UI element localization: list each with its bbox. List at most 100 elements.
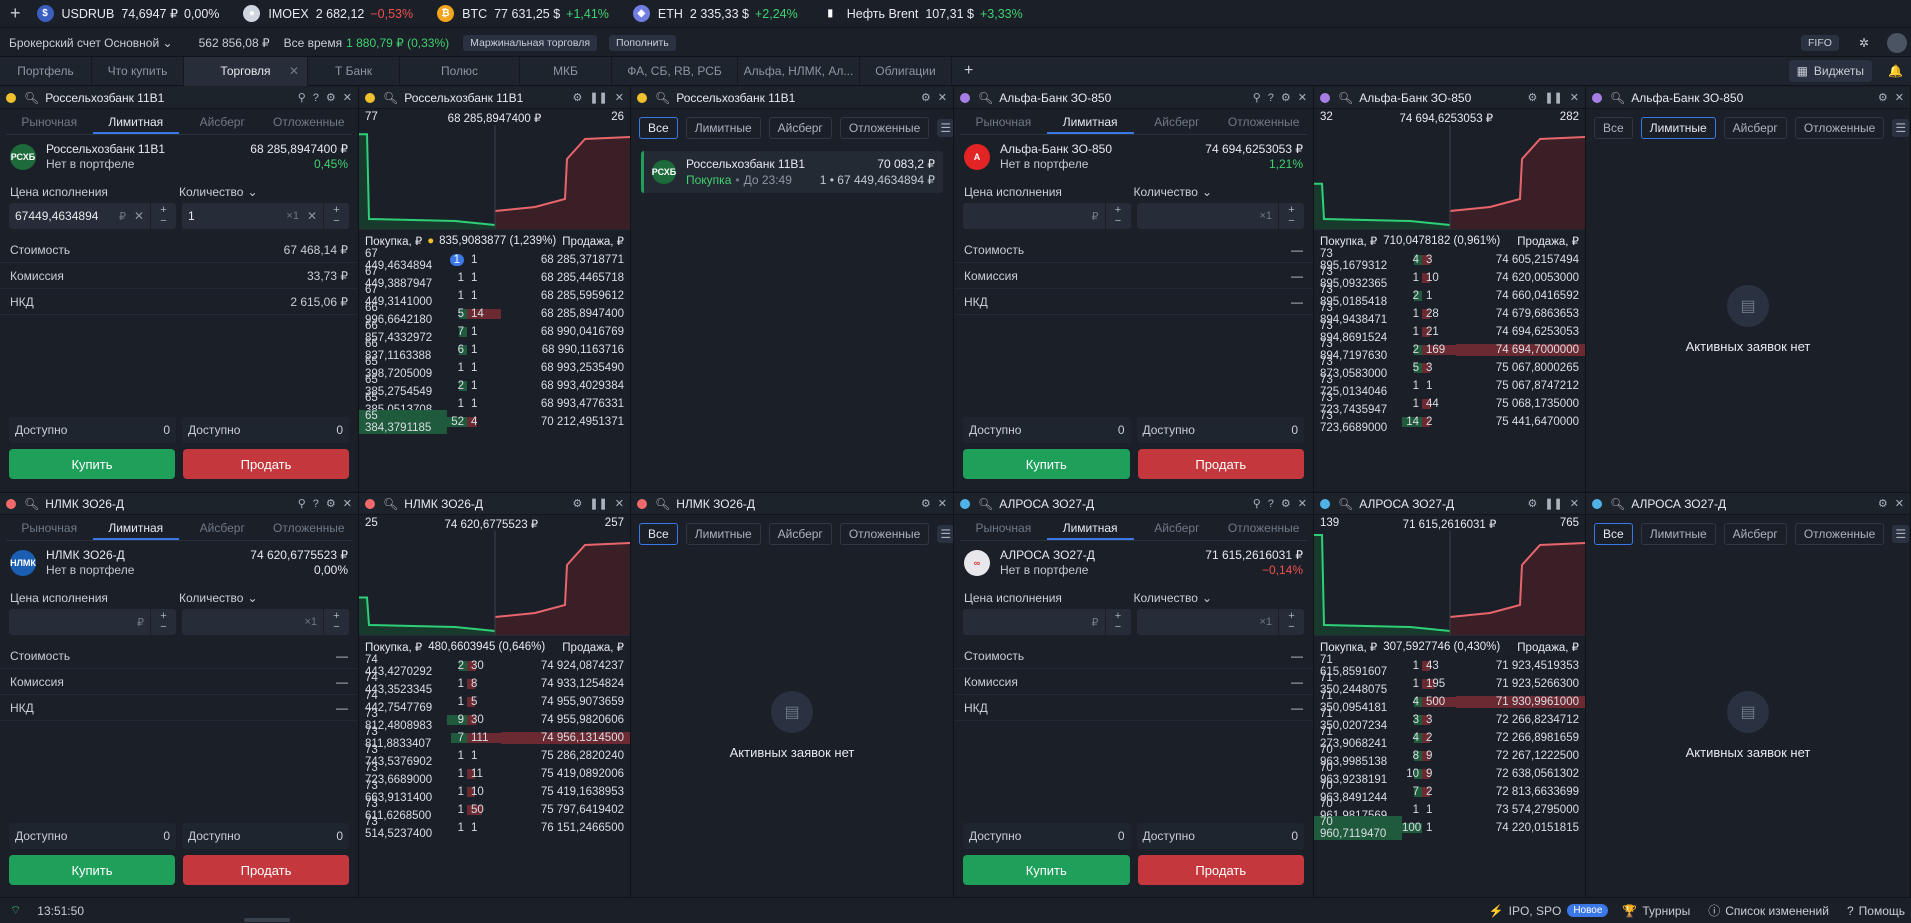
- orderbook-row[interactable]: 73 663,9131400 1 10 75 419,1638953: [359, 780, 630, 804]
- filter-tab[interactable]: Отложенные: [839, 523, 930, 545]
- orderbook-row[interactable]: 74 442,7547769 1 5 74 955,9073659: [359, 690, 630, 714]
- buy-button[interactable]: Купить: [9, 449, 175, 479]
- help-icon[interactable]: ?: [1267, 497, 1274, 510]
- price-input[interactable]: 67449,4634894 ₽ ✕ + −: [9, 203, 176, 229]
- order-tab[interactable]: Лимитная: [1046, 109, 1134, 134]
- workspace-tab[interactable]: МКБ: [520, 56, 612, 86]
- add-ticker-icon[interactable]: +: [10, 3, 21, 23]
- scroll-handle[interactable]: [244, 918, 290, 922]
- quantity-input[interactable]: ×1 + −: [1136, 203, 1304, 229]
- order-tab[interactable]: Айсберг: [1154, 521, 1200, 535]
- pause-icon[interactable]: ❚❚: [589, 92, 608, 104]
- filter-list-icon[interactable]: ☰: [937, 119, 953, 137]
- pin-icon[interactable]: ⚲: [297, 498, 306, 510]
- color-link-dot[interactable]: [1592, 498, 1602, 509]
- filter-tab[interactable]: Отложенные: [1794, 117, 1885, 139]
- close-icon[interactable]: ✕: [1297, 92, 1307, 104]
- orderbook-row[interactable]: 66 837,1163388 6 1 68 990,1163716: [359, 338, 630, 362]
- tab-close-icon[interactable]: ✕: [288, 64, 299, 78]
- pause-icon[interactable]: ❚❚: [1544, 498, 1563, 510]
- settings-gear-icon[interactable]: ⚙: [572, 92, 583, 104]
- search-icon[interactable]: 🔍︎: [1610, 90, 1626, 105]
- orderbook-row[interactable]: 71 350,0954181 4 500 71 930,9961000: [1314, 690, 1585, 714]
- orderbook-row[interactable]: 65 385,2754549 2 1 68 993,4029384: [359, 374, 630, 398]
- orderbook-row[interactable]: 73 611,6268500 1 50 75 797,6419402: [359, 798, 630, 822]
- panel-title[interactable]: Россельхозбанк 11В1: [404, 90, 524, 105]
- quantity-input[interactable]: ×1 + −: [182, 609, 349, 635]
- settings-gear-icon[interactable]: ⚙: [1527, 92, 1538, 104]
- orderbook-row[interactable]: 73 725,0134046 1 1 75 067,8747212: [1314, 374, 1585, 398]
- search-icon[interactable]: 🔍︎: [1610, 496, 1626, 511]
- search-icon[interactable]: 🔍︎: [383, 90, 399, 105]
- orderbook-row[interactable]: 67 449,3887947 1 1 68 285,4465718: [359, 266, 630, 290]
- filter-list-icon[interactable]: ☰: [1892, 525, 1910, 543]
- ipo-link[interactable]: ⚡ IPO, SPO Новое: [1489, 904, 1609, 918]
- settings-gear-icon[interactable]: ⚙: [325, 92, 336, 104]
- filter-tab[interactable]: Айсберг: [768, 523, 832, 545]
- ticker-item[interactable]: $ USDRUB 74,6947 ₽ 0,00%: [36, 5, 219, 22]
- clear-icon[interactable]: ✕: [133, 209, 144, 223]
- topup-button[interactable]: Пополнить: [609, 34, 676, 51]
- orderbook-row[interactable]: 65 398,7205009 1 1 68 993,2535490: [359, 356, 630, 380]
- search-icon[interactable]: 🔍︎: [1338, 90, 1354, 105]
- orderbook-row[interactable]: 73 895,0185418 2 1 74 660,0416592: [1314, 284, 1585, 308]
- search-icon[interactable]: 🔍︎: [24, 90, 40, 105]
- filter-list-icon[interactable]: ☰: [937, 525, 953, 543]
- close-icon[interactable]: ✕: [342, 92, 352, 104]
- color-link-dot[interactable]: [365, 92, 375, 103]
- help-link[interactable]: ? Помощь: [1847, 904, 1905, 918]
- order-tab[interactable]: Отложенные: [1227, 521, 1300, 535]
- orderbook-row[interactable]: 66 857,4332972 7 1 68 990,0416769: [359, 320, 630, 344]
- quantity-label[interactable]: Количество ⌄: [179, 185, 348, 199]
- orderbook-row[interactable]: 74 443,4270292 2 30 74 924,0874237: [359, 654, 630, 678]
- orderbook-row[interactable]: 73 873,0583000 5 3 75 067,8000265: [1314, 356, 1585, 380]
- panel-title[interactable]: АЛРОСА ЗО27-Д: [1631, 496, 1727, 511]
- panel-title[interactable]: Россельхозбанк 11В1: [676, 90, 796, 105]
- pause-icon[interactable]: ❚❚: [589, 498, 608, 510]
- order-tab[interactable]: Рыночная: [975, 115, 1032, 129]
- filter-tab[interactable]: Айсберг: [768, 117, 832, 139]
- order-tab[interactable]: Рыночная: [975, 521, 1032, 535]
- filter-tab[interactable]: Лимитные: [685, 523, 761, 545]
- add-tab-icon[interactable]: +: [964, 62, 974, 79]
- color-link-dot[interactable]: [1592, 92, 1602, 103]
- avatar[interactable]: [1887, 32, 1907, 53]
- quantity-stepper[interactable]: + −: [323, 203, 349, 229]
- close-icon[interactable]: ✕: [1569, 498, 1579, 510]
- help-icon[interactable]: ?: [312, 91, 319, 104]
- color-link-dot[interactable]: [365, 498, 375, 509]
- ticker-item[interactable]: ● IMOEX 2 682,12 −0,53%: [243, 5, 413, 22]
- settings-gear-icon[interactable]: ⚙: [1877, 92, 1888, 104]
- close-icon[interactable]: ✕: [1894, 92, 1904, 104]
- filter-tab[interactable]: Все: [639, 117, 678, 139]
- settings-gear-icon[interactable]: ⚙: [1877, 498, 1888, 510]
- color-link-dot[interactable]: [1320, 92, 1330, 103]
- filter-tab[interactable]: Отложенные: [1794, 523, 1885, 545]
- ticker-item[interactable]: ₿ BTC 77 631,25 $ +1,41%: [437, 5, 609, 22]
- color-link-dot[interactable]: [6, 92, 16, 103]
- sell-button[interactable]: Продать: [183, 855, 349, 885]
- orderbook-row[interactable]: 73 723,6689000 14 2 75 441,6470000: [1314, 410, 1585, 434]
- order-tab[interactable]: Лимитная: [92, 109, 179, 134]
- color-link-dot[interactable]: [960, 498, 970, 509]
- color-link-dot[interactable]: [960, 92, 970, 103]
- order-tab[interactable]: Айсберг: [199, 115, 245, 129]
- pin-icon[interactable]: ⚲: [297, 92, 306, 104]
- search-icon[interactable]: 🔍︎: [1338, 496, 1354, 511]
- workspace-tab[interactable]: Альфа, НЛМК, Ал...: [738, 56, 860, 86]
- orderbook-row[interactable]: 67 449,3141000 1 1 68 285,5959612: [359, 284, 630, 308]
- settings-gear-icon[interactable]: ✲: [1858, 35, 1869, 50]
- settings-gear-icon[interactable]: ⚙: [1280, 92, 1291, 104]
- order-tab[interactable]: Рыночная: [21, 521, 78, 535]
- search-icon[interactable]: 🔍︎: [655, 496, 671, 511]
- orderbook-row[interactable]: 71 615,8591607 1 43 71 923,4519353: [1314, 654, 1585, 678]
- pin-icon[interactable]: ⚲: [1252, 92, 1261, 104]
- price-input[interactable]: ₽ + −: [9, 609, 176, 635]
- orderbook-row[interactable]: 73 894,9438471 1 28 74 679,6863653: [1314, 302, 1585, 326]
- filter-tab[interactable]: Айсберг: [1723, 117, 1787, 139]
- orderbook-row[interactable]: 73 514,5237400 1 1 76 151,2466500: [359, 816, 630, 840]
- price-stepper[interactable]: + −: [1104, 203, 1131, 229]
- filter-list-icon[interactable]: ☰: [1892, 119, 1910, 137]
- panel-title[interactable]: АЛРОСА ЗО27-Д: [1359, 496, 1455, 511]
- settings-gear-icon[interactable]: ⚙: [325, 498, 336, 510]
